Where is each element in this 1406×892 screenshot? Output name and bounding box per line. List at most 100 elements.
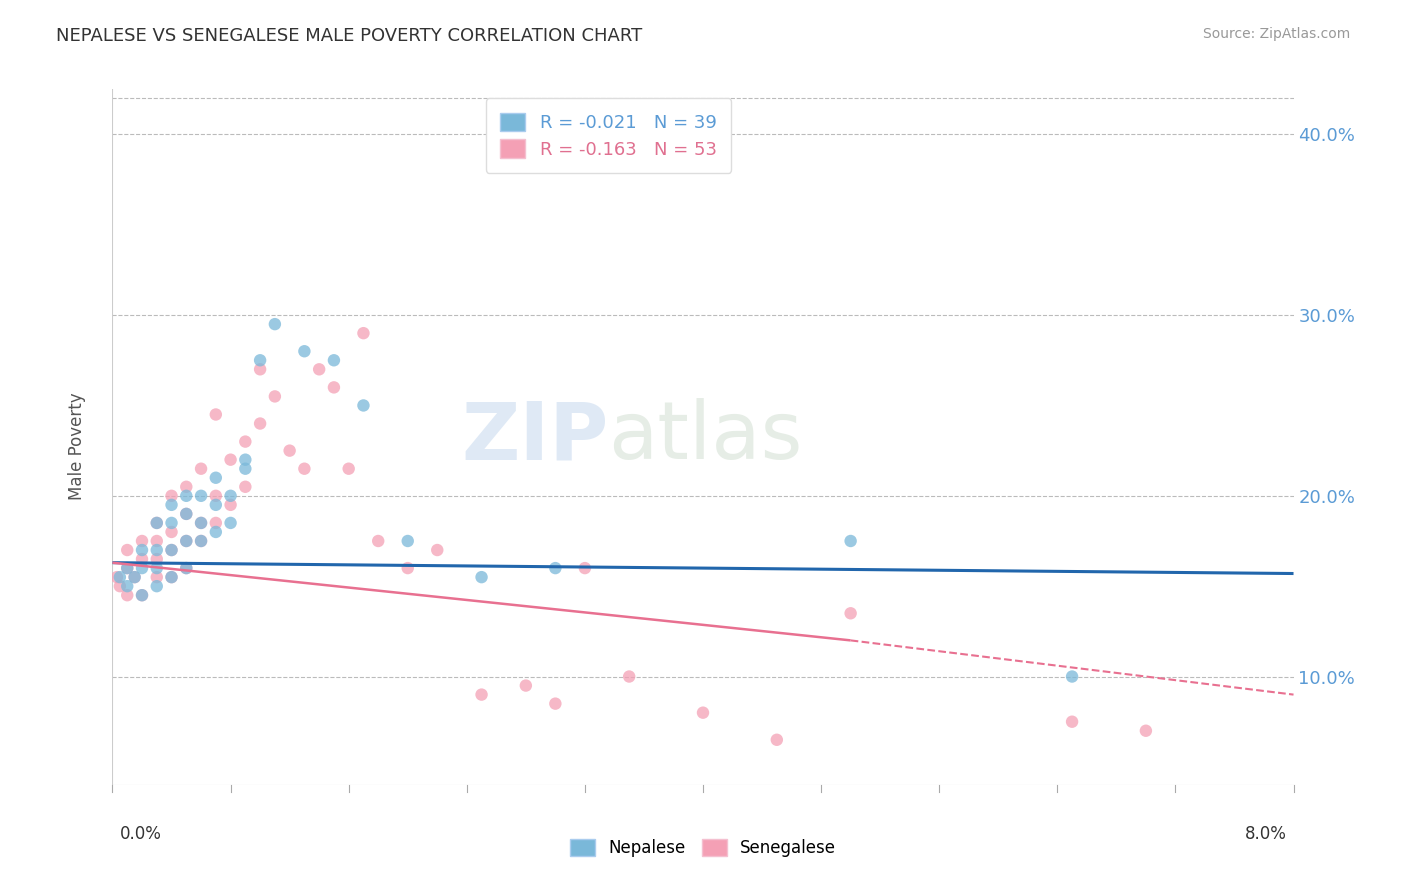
Point: [323, 353, 346, 368]
Text: atlas: atlas: [609, 398, 803, 476]
Point: [205, 498, 228, 512]
Text: NEPALESE VS SENEGALESE MALE POVERTY CORRELATION CHART: NEPALESE VS SENEGALESE MALE POVERTY CORR…: [56, 27, 643, 45]
Point: [146, 516, 169, 530]
Point: [249, 417, 271, 431]
Point: [471, 570, 494, 584]
Point: [174, 533, 197, 548]
Point: [160, 524, 183, 539]
Point: [117, 543, 138, 558]
Point: [249, 353, 271, 368]
Point: [396, 533, 419, 548]
Point: [205, 471, 228, 485]
Point: [292, 344, 315, 359]
Text: 8.0%: 8.0%: [1244, 825, 1286, 843]
Point: [619, 669, 641, 683]
Point: [117, 579, 138, 593]
Point: [352, 326, 374, 341]
Point: [471, 688, 494, 702]
Point: [515, 679, 537, 693]
Point: [160, 570, 183, 584]
Point: [174, 507, 197, 521]
Text: Source: ZipAtlas.com: Source: ZipAtlas.com: [1202, 27, 1350, 41]
Point: [233, 452, 256, 467]
Point: [190, 533, 212, 548]
Point: [146, 516, 169, 530]
Point: [219, 516, 242, 530]
Point: [146, 579, 169, 593]
Point: [367, 533, 389, 548]
Point: [117, 588, 138, 602]
Point: [219, 498, 242, 512]
Point: [160, 570, 183, 584]
Point: [544, 697, 567, 711]
Point: [190, 489, 212, 503]
Point: [131, 543, 153, 558]
Point: [544, 561, 567, 575]
Point: [131, 561, 153, 575]
Point: [839, 533, 862, 548]
Point: [117, 561, 138, 575]
Point: [174, 480, 197, 494]
Point: [337, 461, 360, 475]
Point: [264, 317, 287, 331]
Point: [396, 561, 419, 575]
Point: [426, 543, 449, 558]
Legend: R = -0.021   N = 39, R = -0.163   N = 53: R = -0.021 N = 39, R = -0.163 N = 53: [485, 98, 731, 173]
Point: [160, 498, 183, 512]
Point: [174, 533, 197, 548]
Point: [160, 516, 183, 530]
Text: Male Poverty: Male Poverty: [69, 392, 86, 500]
Point: [278, 443, 301, 458]
Text: ZIP: ZIP: [461, 398, 609, 476]
Point: [146, 533, 169, 548]
Point: [233, 480, 256, 494]
Point: [108, 579, 131, 593]
Point: [124, 570, 146, 584]
Point: [219, 489, 242, 503]
Point: [160, 543, 183, 558]
Point: [190, 516, 212, 530]
Point: [146, 561, 169, 575]
Point: [146, 570, 169, 584]
Point: [1062, 669, 1084, 683]
Point: [190, 461, 212, 475]
Point: [105, 570, 128, 584]
Point: [131, 588, 153, 602]
Point: [692, 706, 714, 720]
Text: 0.0%: 0.0%: [120, 825, 162, 843]
Point: [1135, 723, 1157, 738]
Point: [765, 732, 787, 747]
Point: [174, 507, 197, 521]
Point: [233, 461, 256, 475]
Point: [323, 380, 346, 394]
Point: [1062, 714, 1084, 729]
Point: [249, 362, 271, 376]
Point: [264, 389, 287, 403]
Point: [117, 561, 138, 575]
Point: [839, 607, 862, 621]
Point: [131, 552, 153, 566]
Point: [308, 362, 330, 376]
Point: [205, 524, 228, 539]
Point: [160, 489, 183, 503]
Point: [190, 533, 212, 548]
Point: [205, 489, 228, 503]
Point: [108, 570, 131, 584]
Point: [131, 588, 153, 602]
Point: [292, 461, 315, 475]
Point: [124, 570, 146, 584]
Legend: Nepalese, Senegalese: Nepalese, Senegalese: [561, 831, 845, 866]
Point: [174, 561, 197, 575]
Point: [352, 399, 374, 413]
Point: [574, 561, 596, 575]
Point: [160, 543, 183, 558]
Point: [219, 452, 242, 467]
Point: [205, 516, 228, 530]
Point: [174, 489, 197, 503]
Point: [174, 561, 197, 575]
Point: [131, 533, 153, 548]
Point: [146, 552, 169, 566]
Point: [146, 543, 169, 558]
Point: [233, 434, 256, 449]
Point: [190, 516, 212, 530]
